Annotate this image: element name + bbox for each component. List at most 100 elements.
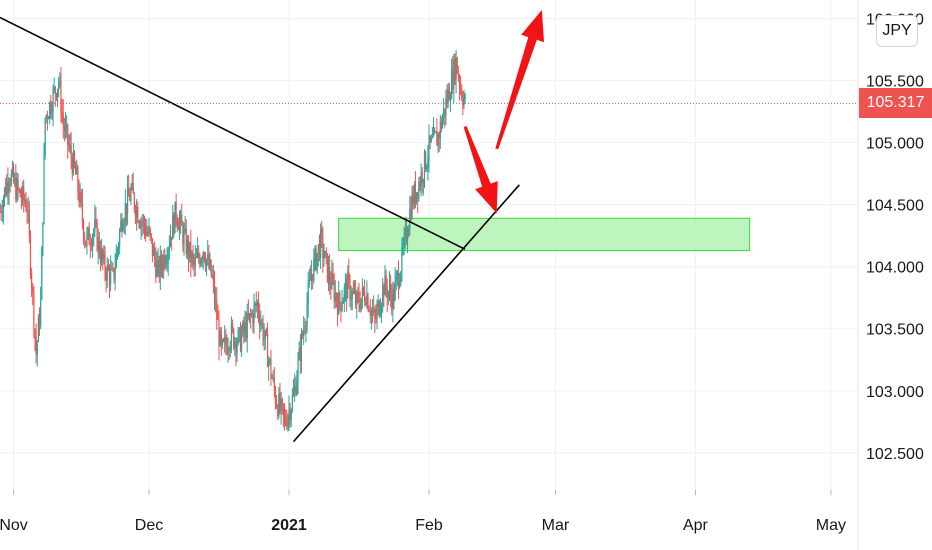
candle-body: [323, 257, 325, 259]
candle-body: [3, 187, 6, 200]
forecast-arrows[interactable]: [463, 9, 544, 214]
candle-body: [133, 193, 135, 209]
candle-body: [89, 244, 91, 246]
candle-body: [194, 257, 196, 266]
candle-body: [426, 166, 428, 170]
candle-body: [387, 291, 389, 299]
candle-body: [268, 360, 270, 367]
candle-body: [462, 98, 464, 106]
candle-body: [211, 275, 213, 277]
candle-body: [98, 237, 100, 255]
candle-body: [235, 340, 237, 353]
candle-body: [253, 305, 255, 324]
candle-body: [215, 300, 217, 302]
candle-body: [216, 300, 218, 320]
forecast-arrow: [495, 9, 544, 150]
candle-body: [286, 422, 288, 427]
candle-body: [103, 254, 105, 260]
candle-body: [371, 310, 374, 313]
candle-body: [113, 268, 115, 279]
y-tick-label: 105.500: [866, 74, 924, 91]
candle-body: [344, 281, 347, 288]
candle-body: [163, 254, 165, 270]
candle-body: [46, 115, 49, 120]
candle-body: [26, 210, 28, 212]
candle-body: [324, 250, 326, 258]
candle-body: [221, 339, 224, 346]
candle-body: [186, 239, 189, 254]
candle-body: [102, 249, 104, 260]
candle-body: [205, 259, 208, 267]
descending-trendline[interactable]: [0, 6, 466, 251]
candle-body: [441, 118, 444, 128]
candle-body: [296, 380, 298, 395]
candle-body: [298, 347, 300, 360]
candle-body: [99, 254, 102, 263]
ascending-trendline[interactable]: [292, 184, 520, 443]
candle-body: [414, 184, 417, 202]
candle-body: [270, 358, 272, 378]
symbol-badge[interactable]: JPY: [876, 15, 918, 47]
candle-body: [455, 57, 457, 81]
candle-body: [0, 210, 1, 212]
candle-body: [209, 260, 211, 268]
candle-body: [313, 257, 315, 281]
candle-body: [291, 395, 293, 410]
candle-body: [8, 184, 10, 191]
x-tick-label: Dec: [135, 517, 163, 534]
candle-body: [230, 324, 233, 346]
candle-body: [201, 259, 203, 261]
candle-body: [250, 313, 252, 316]
candle-body: [54, 87, 56, 94]
candle-body: [265, 330, 268, 335]
candle-body: [236, 343, 238, 353]
candle-body: [145, 227, 147, 236]
candle-body: [17, 179, 19, 190]
candle-body: [178, 220, 181, 230]
time-axis[interactable]: Nov Dec 2021 Feb Mar Apr May: [0, 490, 846, 534]
candle-body: [361, 287, 363, 299]
candle-body: [168, 245, 170, 251]
candle-body: [155, 259, 157, 277]
candle-body: [403, 234, 405, 247]
candle-body: [259, 315, 261, 326]
candle-body: [108, 269, 111, 285]
candle-body: [412, 194, 414, 206]
candle-body: [60, 80, 62, 113]
candle-body: [37, 317, 39, 342]
candle-body: [330, 283, 332, 289]
candle-body: [289, 408, 291, 420]
candle-body: [225, 337, 227, 346]
candle-body: [123, 222, 125, 228]
candle-body: [79, 192, 81, 203]
candle-body: [255, 303, 257, 307]
candle-body: [86, 233, 88, 247]
candle-body: [294, 385, 296, 394]
candle-body: [417, 192, 419, 199]
candle-body: [68, 144, 70, 146]
candle-body: [310, 274, 313, 281]
candle-body: [351, 291, 353, 299]
x-tick-label: Nov: [0, 517, 28, 534]
candle-body: [425, 151, 427, 170]
support-zone[interactable]: [338, 217, 751, 252]
candle-body: [18, 189, 20, 191]
candle-body: [428, 135, 430, 159]
candle-body: [244, 322, 246, 332]
candle-body: [23, 186, 25, 201]
candle-body: [172, 214, 174, 240]
candle-body: [125, 203, 128, 214]
candle-body: [307, 284, 309, 305]
candle-body: [269, 358, 271, 361]
candle-body: [218, 320, 220, 346]
candle-body: [331, 273, 333, 289]
candle-body: [36, 341, 38, 355]
candle-body: [396, 272, 398, 276]
candle-body: [66, 124, 68, 126]
candle-body: [329, 267, 331, 284]
candle-body: [191, 253, 193, 263]
candle-body: [175, 201, 177, 219]
price-axis[interactable]: 102.500 103.000 103.500 104.000 104.500 105.0…: [866, 12, 924, 463]
candle-body: [292, 393, 295, 396]
